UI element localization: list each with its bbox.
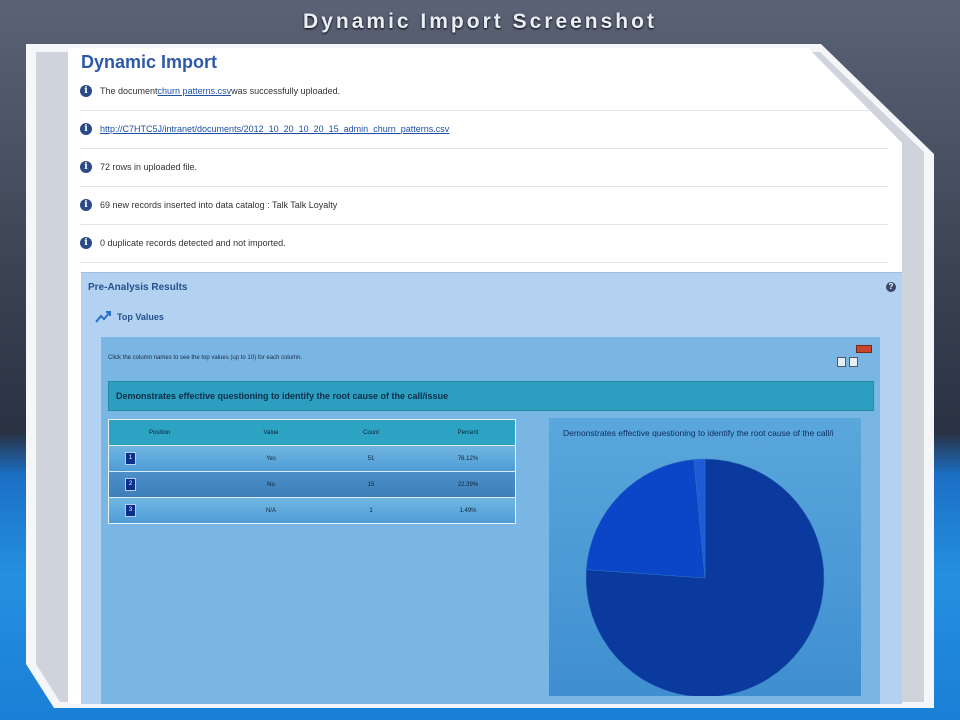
pie-slice-no[interactable] [586, 459, 706, 579]
table-header: Position Value Count Percent [109, 420, 515, 445]
message-upload-success: i The document churn patterns.csv was su… [80, 72, 888, 111]
column-title: Demonstrates effective questioning to id… [116, 391, 449, 401]
header-percent[interactable]: Percent [457, 429, 479, 436]
pie-chart-container: Demonstrates effective questioning to id… [549, 418, 861, 696]
message-prefix: The document [100, 86, 158, 96]
pie-chart [585, 458, 825, 696]
message-text: 0 duplicate records detected and not imp… [100, 238, 286, 248]
header-position[interactable]: Position [149, 429, 171, 436]
header-count[interactable]: Count [362, 429, 379, 436]
cell-value: Yes [266, 455, 276, 462]
page-title: Dynamic Import [81, 52, 218, 72]
pre-analysis-panel: Pre-Analysis Results ? Top Values Click … [81, 272, 902, 704]
cell-count: 51 [367, 455, 375, 462]
position-badge: 2 [125, 478, 136, 491]
table-row: 1 Yes 51 76.12% [109, 445, 515, 471]
top-values-icon [95, 311, 111, 323]
cell-count: 1 [369, 507, 373, 514]
help-icon[interactable]: ? [886, 282, 896, 292]
message-document-url: i http://C7HTC5J/intranet/documents/2012… [80, 110, 888, 149]
chart-title: Demonstrates effective questioning to id… [563, 428, 834, 438]
position-badge: 3 [125, 504, 136, 517]
info-icon: i [80, 161, 92, 173]
info-icon: i [80, 123, 92, 135]
pie-slice-yes[interactable] [585, 458, 825, 696]
info-icon: i [80, 237, 92, 249]
table-row: 3 N/A 1 1.49% [109, 497, 515, 523]
message-duplicates: i 0 duplicate records detected and not i… [80, 224, 888, 263]
message-row-count: i 72 rows in uploaded file. [80, 148, 888, 187]
header-value[interactable]: Value [263, 429, 279, 436]
info-icon: i [80, 199, 92, 211]
pie-slice-n-a[interactable] [693, 458, 706, 579]
document-url-link[interactable]: http://C7HTC5J/intranet/documents/2012_1… [100, 124, 450, 134]
position-badge: 1 [125, 452, 136, 465]
table-row: 2 No 15 22.39% [109, 471, 515, 497]
top-values-subpanel: Click the column names to see the top va… [101, 337, 880, 704]
cell-value: N/A [265, 507, 276, 514]
cell-percent: 76.12% [457, 455, 479, 462]
panel-title: Pre-Analysis Results [88, 282, 188, 293]
top-values-section[interactable]: Top Values [95, 311, 164, 323]
column-header[interactable]: Demonstrates effective questioning to id… [108, 381, 874, 411]
copy-icons [837, 357, 858, 367]
instruction-text: Click the column names to see the top va… [108, 355, 303, 361]
top-values-table: Position Value Count Percent 1 Yes 51 76… [108, 419, 516, 524]
message-records-inserted: i 69 new records inserted into data cata… [80, 186, 888, 225]
slide-title: Dynamic Import Screenshot [303, 10, 657, 33]
info-icon: i [80, 85, 92, 97]
cell-percent: 1.49% [459, 507, 477, 514]
cell-value: No [267, 481, 275, 488]
message-suffix: was successfully uploaded. [231, 86, 341, 96]
message-text: 72 rows in uploaded file. [100, 162, 198, 172]
print-icon[interactable] [849, 357, 858, 367]
copy-icon[interactable] [837, 357, 846, 367]
close-icon[interactable] [856, 345, 872, 353]
cell-count: 15 [367, 481, 375, 488]
top-values-label: Top Values [117, 312, 164, 322]
browser-page: Dynamic Import i The document churn patt… [68, 48, 902, 704]
document-link[interactable]: churn patterns.csv [157, 86, 232, 96]
cell-percent: 22.39% [457, 481, 479, 488]
message-text: 69 new records inserted into data catalo… [100, 200, 338, 210]
